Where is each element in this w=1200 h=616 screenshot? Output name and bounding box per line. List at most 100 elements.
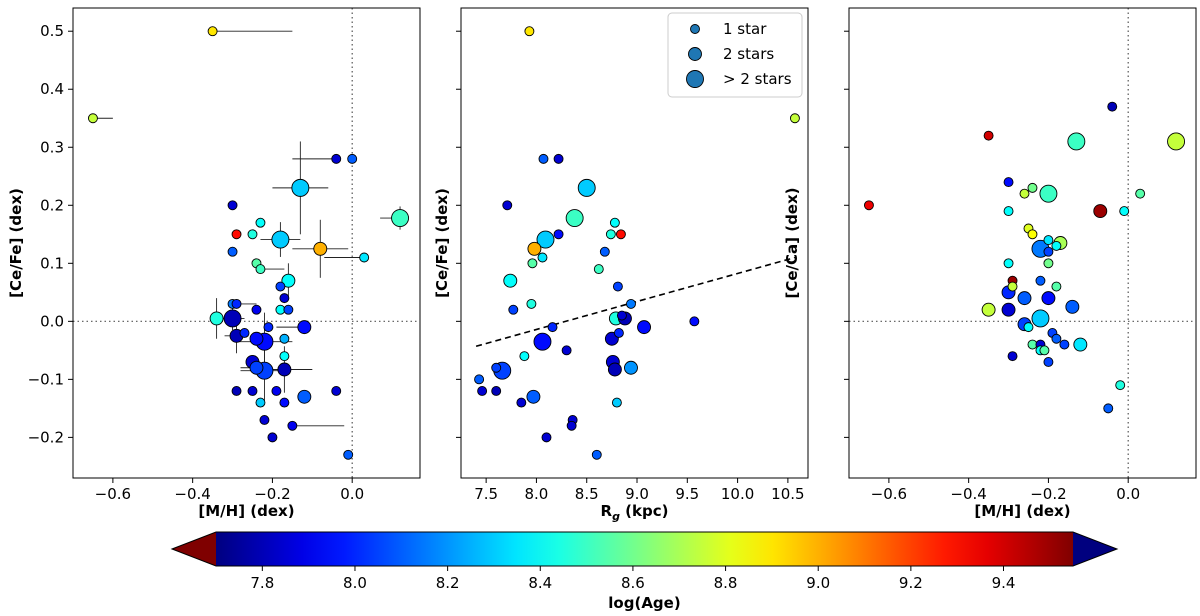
data-point: [613, 327, 624, 338]
data-point: [565, 209, 584, 227]
data-point: [612, 281, 623, 292]
data-point: [526, 389, 541, 404]
data-point: [247, 229, 258, 240]
legend-label: 1 star: [723, 20, 767, 38]
data-point: [516, 397, 527, 408]
data-point: [605, 229, 616, 240]
data-point: [527, 241, 542, 256]
y-tick-label: 0.4: [40, 80, 64, 98]
x-tick-label: −0.2: [254, 485, 290, 503]
plot-background: [73, 8, 420, 478]
data-point: [1093, 204, 1108, 219]
colorbar-tick-label: 9.4: [992, 574, 1016, 592]
data-point: [279, 333, 290, 344]
data-point: [541, 432, 552, 443]
panel-1: −0.6 −0.4 −0.2 0.0 −0.2 −0.1 0.0 0.1 0.2 0.3 0.4 0.…: [7, 7, 421, 520]
data-point: [1067, 132, 1086, 151]
data-point: [283, 304, 294, 315]
data-point: [227, 200, 238, 211]
data-point: [297, 389, 312, 404]
data-point: [1027, 229, 1038, 240]
data-point: [789, 113, 800, 124]
colorbar-label: log(Age): [608, 594, 680, 612]
colorbar-tick-label: 8.0: [343, 574, 367, 592]
data-point: [347, 153, 358, 164]
data-point: [1043, 235, 1054, 246]
data-point: [519, 351, 530, 362]
data-point: [1103, 403, 1114, 414]
x-tick-label: 10.5: [771, 485, 804, 503]
data-point: [491, 362, 502, 373]
x-tick-label: 0.0: [1116, 485, 1140, 503]
data-point: [536, 230, 555, 249]
x-tick-label: −0.4: [950, 485, 986, 503]
data-point: [231, 386, 242, 396]
data-point: [503, 273, 518, 288]
y-axis-label: [Ce/Fe] (dex): [433, 188, 451, 298]
data-point: [249, 331, 264, 346]
data-point: [223, 309, 242, 328]
x-tick-label: −0.6: [95, 485, 131, 503]
data-point: [1059, 339, 1070, 350]
colorbar-extend-low: [172, 532, 216, 566]
data-point: [626, 298, 636, 309]
data-point: [526, 298, 537, 309]
data-point: [1051, 333, 1062, 344]
plot-background: [849, 8, 1196, 478]
data-point: [1039, 345, 1050, 356]
data-point: [331, 386, 342, 396]
data-point: [1135, 188, 1146, 199]
colorbar-tick-label: 9.2: [899, 574, 923, 592]
x-tick-label: 7.5: [474, 485, 498, 503]
data-point: [1003, 177, 1014, 188]
data-point: [267, 432, 278, 443]
data-point: [1003, 258, 1014, 269]
plot-area: [73, 8, 420, 478]
x-tick-label: 10.0: [721, 485, 754, 503]
data-point: [611, 397, 622, 408]
data-point: [637, 320, 652, 335]
panel-2: 7.5 8.0 8.5 9.0 9.5 10.0 10.5 Rg (kpc) [Ce/Fe] (…: [433, 7, 809, 523]
data-point: [533, 332, 552, 351]
data-point: [249, 360, 264, 375]
data-point: [291, 178, 310, 197]
data-point: [538, 153, 549, 164]
data-point: [209, 311, 224, 326]
data-point: [1003, 206, 1014, 217]
data-point: [477, 386, 488, 396]
data-point: [1115, 380, 1126, 391]
x-tick-label: −0.2: [1030, 485, 1066, 503]
data-point: [1043, 246, 1054, 257]
data-point: [553, 229, 564, 240]
panel-3: −0.6 −0.4 −0.2 0.0 [M/H] (dex) [Ce/Ca] (dex): [783, 7, 1197, 520]
plot-frame: [848, 7, 1197, 479]
data-point: [561, 345, 572, 356]
x-axis-label: [M/H] (dex): [198, 502, 294, 520]
colorbar-tick-label: 8.2: [436, 574, 460, 592]
data-point: [1167, 132, 1186, 151]
data-point: [331, 153, 342, 164]
data-point: [271, 386, 282, 396]
data-point: [287, 420, 298, 431]
data-point: [502, 200, 513, 211]
data-point: [279, 351, 290, 362]
data-point: [1001, 302, 1016, 317]
data-point: [391, 209, 410, 227]
legend-label: 2 stars: [723, 45, 774, 63]
data-point: [609, 217, 620, 228]
data-point: [1039, 184, 1058, 203]
data-point: [275, 281, 286, 292]
legend-marker: [688, 47, 702, 61]
data-point: [1031, 309, 1050, 328]
colorbar-extend-high: [1073, 532, 1117, 566]
colorbar-tick-label: 8.6: [621, 574, 645, 592]
y-axis-label: [Ce/Ca] (dex): [783, 187, 801, 298]
data-point: [279, 293, 290, 304]
data-point: [1027, 182, 1038, 193]
data-point: [491, 386, 502, 396]
data-point: [1043, 258, 1054, 269]
fit-line: [475, 256, 796, 348]
data-point: [271, 230, 290, 249]
data-point: [527, 258, 538, 269]
